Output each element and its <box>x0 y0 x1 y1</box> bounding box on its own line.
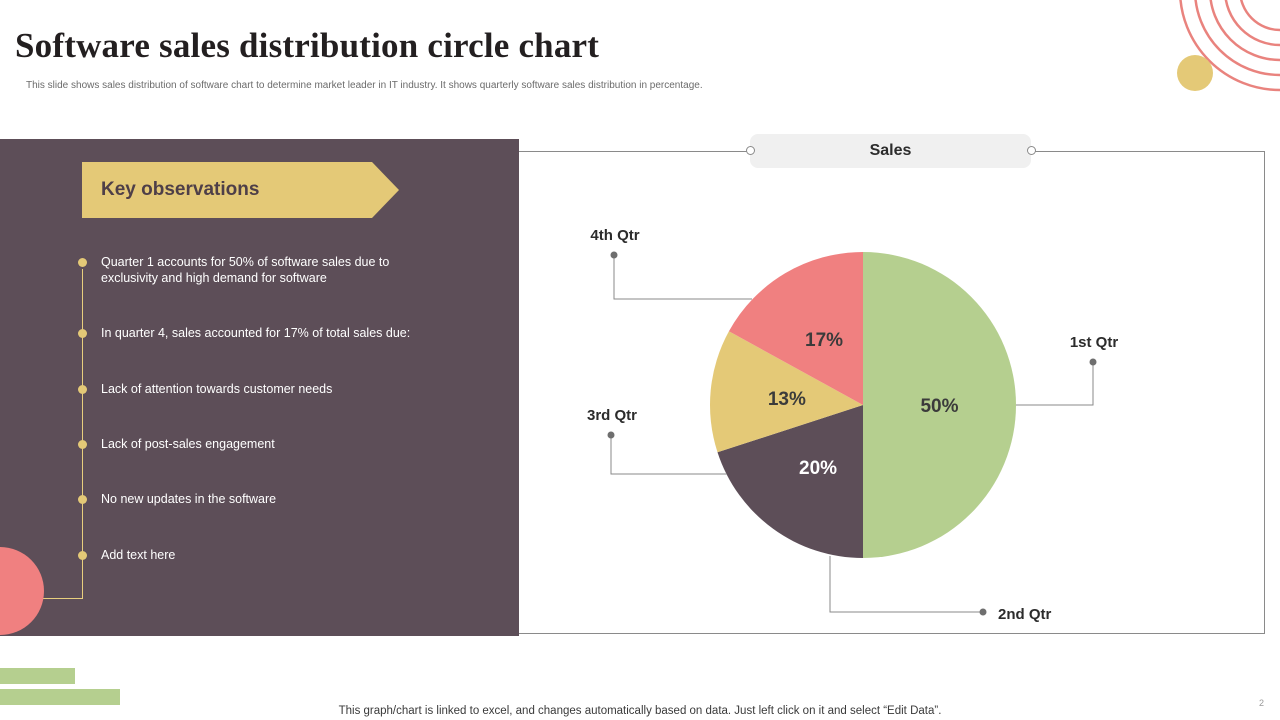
category-label: 3rd Qtr <box>587 407 637 424</box>
leader-line <box>829 556 983 613</box>
bullet-dot <box>78 385 87 394</box>
page-subtitle: This slide shows sales distribution of s… <box>26 80 703 91</box>
footer-note: This graph/chart is linked to excel, and… <box>338 705 942 717</box>
slice-value-label: 13% <box>768 389 806 410</box>
observation-text: Add text here <box>101 548 176 562</box>
bullet-dot <box>78 495 87 504</box>
slice-value-label: 20% <box>799 458 837 479</box>
slice-value-label: 50% <box>920 396 958 417</box>
bullet-dot <box>78 329 87 338</box>
pie-slice <box>717 405 863 558</box>
pie-slice <box>709 331 863 453</box>
decorative-yellow-dot <box>1177 55 1213 91</box>
key-observations-heading: Key observations <box>101 179 260 200</box>
timeline-connector <box>40 598 83 599</box>
key-observations-banner <box>82 162 399 218</box>
category-label: 2nd Qtr <box>998 606 1051 623</box>
frame-knob-left <box>746 146 755 155</box>
decorative-green-bar <box>0 689 120 705</box>
category-label: 1st Qtr <box>1070 334 1119 351</box>
leader-dot <box>1089 358 1097 366</box>
observation-text: Quarter 1 accounts for 50% of software s… <box>101 255 390 285</box>
frame-knob-right <box>1027 146 1036 155</box>
chart-title: Sales <box>750 134 1031 168</box>
timeline-line <box>82 269 83 599</box>
pie-slice <box>728 252 863 405</box>
decorative-green-bar <box>0 668 75 684</box>
leader-line <box>610 435 727 475</box>
bullet-dot <box>78 440 87 449</box>
bullet-dot <box>78 258 87 267</box>
leader-line <box>613 255 752 300</box>
observation-text: Lack of post-sales engagement <box>101 437 275 451</box>
leader-dot <box>610 251 618 259</box>
bullet-dot <box>78 551 87 560</box>
leader-dot <box>607 431 615 439</box>
observation-text: No new updates in the software <box>101 492 277 506</box>
page-number: 2 <box>1259 698 1265 708</box>
observation-text: In quarter 4, sales accounted for 17% of… <box>101 326 411 340</box>
decorative-rings <box>1177 0 1280 92</box>
slice-value-label: 17% <box>805 330 843 351</box>
observation-text: Lack of attention towards customer needs <box>101 382 333 396</box>
category-label: 4th Qtr <box>590 227 639 244</box>
leader-dot <box>979 608 987 616</box>
key-observations-panel: Key observations Quarter 1 accounts for … <box>0 139 519 636</box>
page-title: Software sales distribution circle chart <box>15 26 600 65</box>
pie-slice <box>863 252 1016 558</box>
leader-line <box>1016 362 1094 406</box>
